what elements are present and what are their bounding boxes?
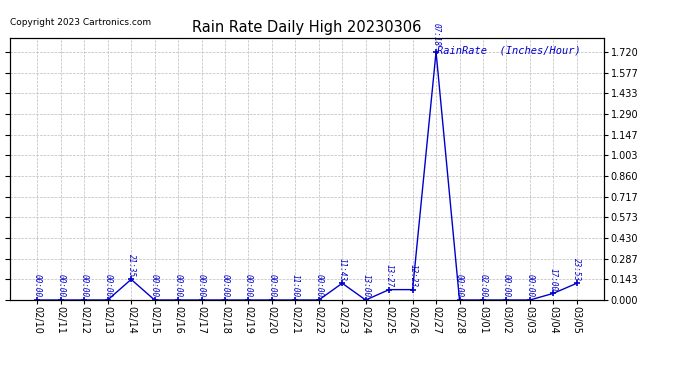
Text: 02:00: 02:00 — [478, 274, 487, 297]
Text: 11:00: 11:00 — [290, 274, 300, 297]
Text: 00:00: 00:00 — [150, 274, 159, 297]
Text: 00:00: 00:00 — [314, 274, 324, 297]
Text: 00:00: 00:00 — [104, 274, 112, 297]
Text: 00:00: 00:00 — [525, 274, 534, 297]
Text: 00:00: 00:00 — [221, 274, 230, 297]
Text: 00:00: 00:00 — [80, 274, 89, 297]
Text: 11:43: 11:43 — [337, 258, 347, 280]
Text: 17:00: 17:00 — [549, 268, 558, 291]
Text: 21:35: 21:35 — [127, 254, 136, 277]
Text: Copyright 2023 Cartronics.com: Copyright 2023 Cartronics.com — [10, 18, 152, 27]
Text: 07:18: 07:18 — [431, 23, 440, 46]
Text: 00:00: 00:00 — [57, 274, 66, 297]
Text: 13:27: 13:27 — [384, 264, 393, 287]
Text: 12:23: 12:23 — [408, 264, 417, 287]
Text: 23:53: 23:53 — [572, 258, 581, 280]
Title: Rain Rate Daily High 20230306: Rain Rate Daily High 20230306 — [193, 20, 422, 35]
Text: 00:00: 00:00 — [197, 274, 206, 297]
Text: 13:00: 13:00 — [361, 274, 371, 297]
Text: 00:00: 00:00 — [244, 274, 253, 297]
Text: 00:00: 00:00 — [174, 274, 183, 297]
Text: RainRate  (Inches/Hour): RainRate (Inches/Hour) — [437, 45, 581, 56]
Text: 00:00: 00:00 — [502, 274, 511, 297]
Text: 00:00: 00:00 — [455, 274, 464, 297]
Text: 00:00: 00:00 — [33, 274, 42, 297]
Text: 00:00: 00:00 — [267, 274, 277, 297]
